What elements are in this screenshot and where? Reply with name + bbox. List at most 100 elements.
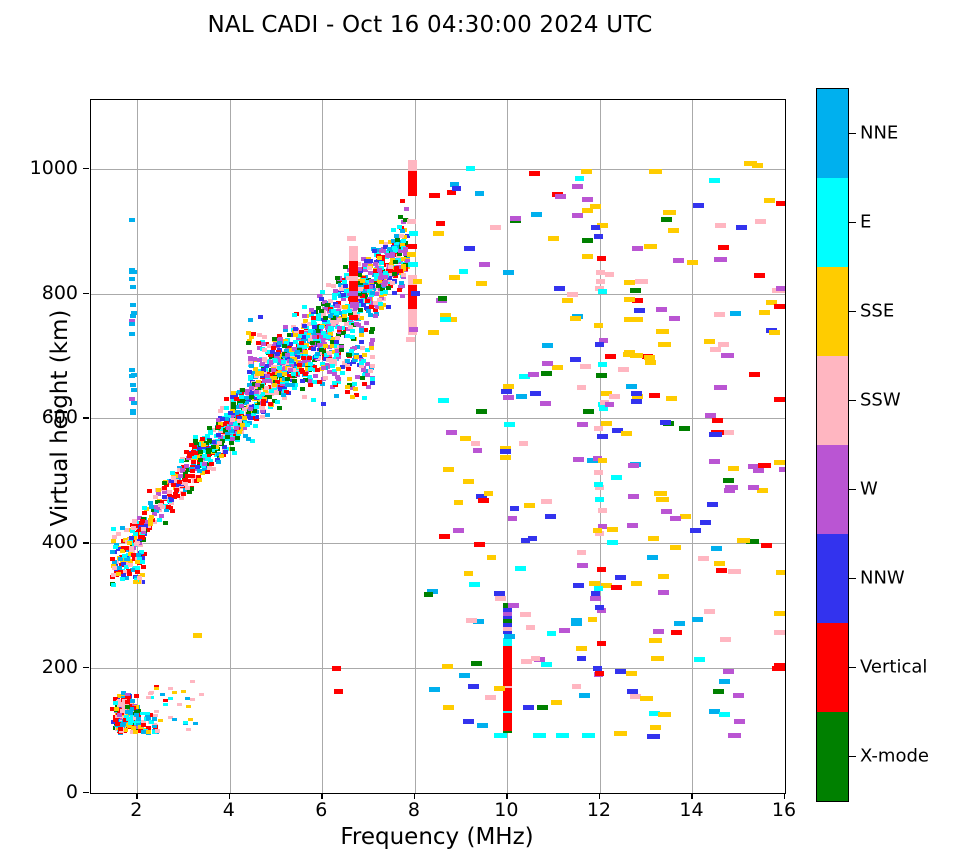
echo-marker (342, 310, 348, 314)
echo-marker (235, 404, 241, 409)
echo-marker (502, 653, 512, 659)
echo-marker (692, 203, 704, 209)
echo-marker (389, 253, 395, 258)
echo-marker (503, 633, 515, 639)
echo-marker (661, 217, 673, 223)
echo-marker (245, 393, 251, 398)
echo-marker (305, 358, 311, 363)
echo-marker (135, 560, 141, 565)
echo-marker (558, 628, 570, 634)
echo-marker (169, 470, 175, 475)
echo-marker (129, 567, 135, 572)
echo-marker (536, 705, 548, 711)
echo-marker (632, 317, 644, 323)
echo-marker (130, 549, 136, 554)
echo-marker (466, 618, 478, 624)
echo-marker (501, 388, 513, 394)
echo-marker (135, 579, 141, 584)
echo-marker (396, 225, 402, 230)
echo-marker (376, 256, 382, 261)
echo-marker (402, 249, 408, 254)
echo-marker (705, 412, 717, 418)
y-tick (83, 667, 89, 669)
echo-marker (215, 433, 221, 438)
echo-marker (377, 302, 383, 307)
echo-marker (623, 280, 635, 286)
echo-marker (493, 685, 505, 691)
echo-marker (392, 259, 398, 264)
echo-marker (365, 385, 371, 390)
echo-marker (567, 291, 579, 297)
echo-marker (251, 357, 257, 362)
echo-marker (177, 465, 183, 470)
echo-marker (175, 473, 181, 478)
echo-marker (589, 203, 601, 209)
echo-marker (160, 505, 166, 509)
echo-marker (229, 446, 235, 451)
echo-marker (130, 373, 137, 378)
echo-marker (504, 421, 516, 427)
echo-marker (309, 307, 315, 312)
echo-marker (358, 307, 364, 312)
echo-marker (502, 668, 512, 674)
echo-marker (593, 482, 603, 488)
echo-marker (709, 431, 723, 437)
echo-marker (350, 385, 356, 390)
echo-marker (399, 199, 405, 204)
echo-marker (227, 410, 233, 415)
echo-marker (173, 491, 179, 496)
echo-marker (470, 440, 480, 446)
echo-marker (284, 360, 290, 365)
echo-marker (322, 343, 328, 348)
echo-marker (300, 356, 306, 361)
echo-marker (582, 207, 594, 213)
echo-marker (248, 364, 254, 369)
echo-marker (188, 487, 194, 492)
echo-marker (217, 421, 223, 426)
echo-marker (773, 303, 785, 309)
echo-marker (614, 668, 626, 674)
echo-marker (337, 326, 343, 331)
echo-marker (316, 379, 322, 384)
echo-marker (502, 638, 512, 644)
echo-marker (131, 526, 137, 531)
echo-marker (129, 706, 135, 711)
echo-marker (140, 529, 146, 534)
echo-marker (401, 257, 407, 262)
echo-marker (397, 252, 403, 257)
x-tick-label: 8 (407, 799, 420, 821)
echo-marker (443, 466, 455, 472)
azimuth-colorbar (816, 88, 849, 802)
echo-marker (773, 662, 785, 668)
echo-marker (129, 545, 135, 550)
echo-marker (771, 665, 785, 671)
echo-marker (232, 451, 238, 456)
echo-marker (368, 271, 374, 276)
echo-marker (670, 515, 682, 521)
echo-marker (346, 289, 352, 294)
echo-marker (307, 383, 313, 388)
echo-marker (260, 398, 266, 403)
echo-marker (593, 665, 603, 671)
echo-marker (500, 455, 512, 461)
echo-marker (300, 362, 306, 367)
echo-marker (407, 175, 417, 181)
echo-marker (320, 366, 326, 371)
echo-marker (263, 342, 269, 347)
echo-marker (189, 469, 195, 474)
x-tick-label: 6 (315, 799, 328, 821)
echo-marker (320, 302, 326, 307)
echo-marker (382, 241, 388, 246)
echo-marker (291, 385, 297, 390)
y-tick-label: 400 (41, 531, 78, 554)
echo-marker (329, 340, 335, 345)
echo-marker (730, 311, 742, 317)
echo-marker (133, 694, 139, 699)
echo-marker (331, 359, 337, 364)
echo-marker (242, 415, 248, 420)
echo-marker (292, 374, 298, 379)
echo-marker (129, 699, 135, 704)
echo-marker (305, 366, 311, 371)
echo-marker (502, 270, 514, 276)
echo-marker (124, 695, 130, 700)
